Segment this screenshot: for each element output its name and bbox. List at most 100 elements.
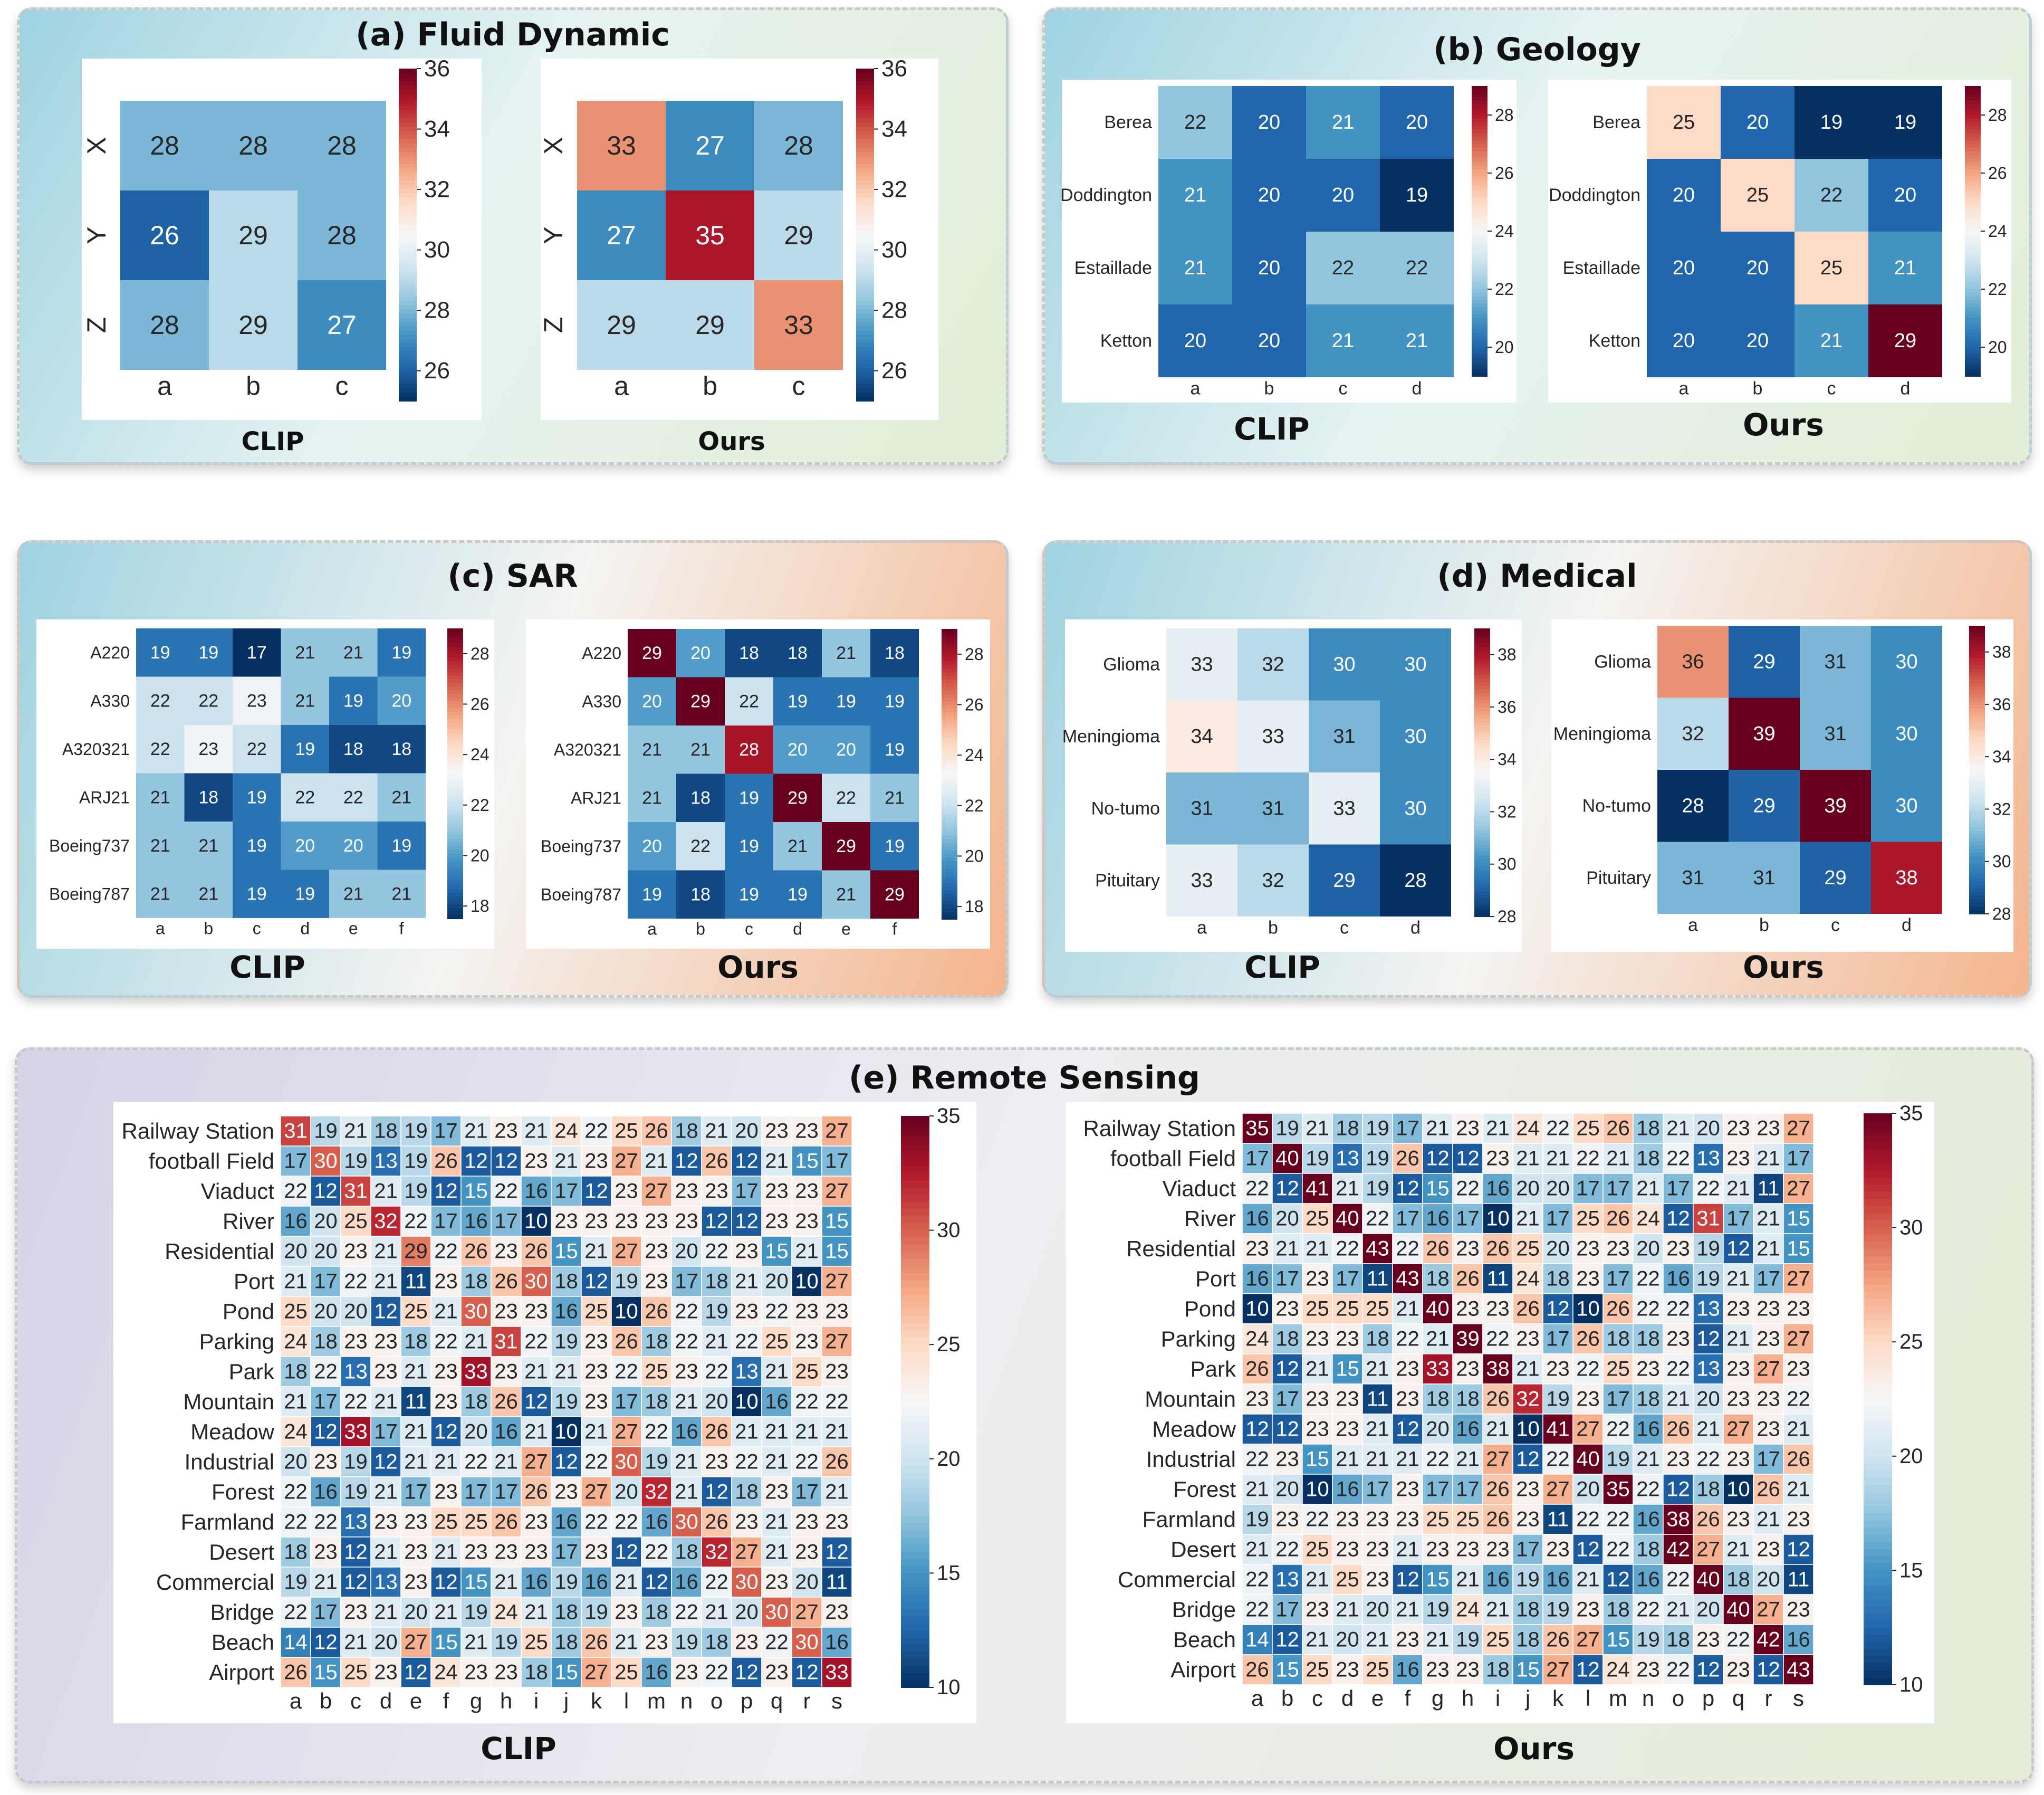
colorbar-segment bbox=[399, 131, 417, 136]
colorbar-segment bbox=[1864, 1506, 1892, 1514]
cell-value-label: 21 bbox=[198, 836, 218, 856]
heatmap-cell bbox=[1795, 159, 1868, 232]
row-label: Boeing787 bbox=[49, 884, 130, 903]
colorbar-segment bbox=[1472, 166, 1488, 170]
colorbar-segment bbox=[1864, 1542, 1892, 1550]
colorbar-segment bbox=[1965, 137, 1981, 141]
colorbar-segment bbox=[1472, 245, 1488, 250]
colorbar-segment bbox=[1965, 325, 1981, 330]
colorbar-segment bbox=[1472, 347, 1488, 351]
heatmap-cell bbox=[377, 773, 426, 822]
colorbar-segment bbox=[856, 127, 874, 132]
heatmap-cell bbox=[1795, 232, 1868, 304]
colorbar-segment bbox=[447, 806, 463, 810]
colorbar-segment bbox=[1864, 1320, 1892, 1329]
cell-value-label: 23 bbox=[1336, 1538, 1359, 1561]
colorbar-segment bbox=[447, 766, 463, 771]
cell-value-label: 22 bbox=[1546, 1448, 1570, 1471]
cell-value-label: 21 bbox=[1894, 257, 1916, 279]
heatmap-cell bbox=[1721, 304, 1795, 377]
colorbar-segment bbox=[856, 264, 874, 269]
cell-value-label: 42 bbox=[1757, 1628, 1780, 1651]
cell-value-label: 18 bbox=[1636, 1147, 1660, 1170]
cell-value-label: 12 bbox=[1666, 1207, 1690, 1230]
cell-value-label: 22 bbox=[1636, 1598, 1660, 1621]
row-label: Railway Station bbox=[1083, 1116, 1236, 1141]
cell-value-label: 12 bbox=[1787, 1538, 1810, 1561]
colorbar-tick-label: 30 bbox=[881, 237, 907, 263]
colorbar-segment bbox=[1864, 1356, 1892, 1364]
colorbar-segment bbox=[1472, 227, 1488, 232]
cell-value-label: 26 bbox=[1606, 1117, 1630, 1140]
colorbar-segment bbox=[1965, 321, 1981, 326]
cell-value-label: 18 bbox=[1636, 1328, 1660, 1351]
cell-value-label: 29 bbox=[642, 643, 662, 663]
colorbar-segment bbox=[1965, 115, 1981, 119]
cell-value-label: 18 bbox=[1426, 1267, 1450, 1291]
cell-value-label: 22 bbox=[1696, 1177, 1720, 1200]
cell-value-label: 27 bbox=[1696, 1538, 1720, 1561]
cell-value-label: 21 bbox=[1636, 1177, 1660, 1200]
colorbar-segment bbox=[1472, 263, 1488, 268]
colorbar-segment bbox=[1864, 1513, 1892, 1521]
cell-value-label: 21 bbox=[1757, 1508, 1780, 1531]
colorbar-segment bbox=[399, 114, 417, 119]
cell-value-label: 17 bbox=[1245, 1147, 1269, 1170]
colorbar-segment bbox=[1864, 1213, 1892, 1221]
colorbar-segment bbox=[856, 238, 874, 244]
cell-value-label: 39 bbox=[1456, 1328, 1480, 1351]
cell-value-label: 23 bbox=[1396, 1508, 1419, 1531]
cell-value-label: 23 bbox=[1456, 1237, 1480, 1261]
heatmap-cell bbox=[136, 822, 185, 870]
colorbar-segment bbox=[399, 289, 417, 294]
colorbar-segment bbox=[1472, 144, 1488, 148]
colorbar-segment bbox=[399, 231, 417, 235]
cell-value-label: 25 bbox=[1336, 1297, 1359, 1321]
heatmap-cell bbox=[377, 822, 426, 870]
cell-value-label: 23 bbox=[1666, 1237, 1690, 1261]
cell-value-label: 35 bbox=[695, 221, 725, 250]
colorbar-segment bbox=[399, 102, 417, 107]
colorbar-tick-label: 24 bbox=[1988, 222, 2007, 241]
colorbar-segment bbox=[1472, 108, 1488, 112]
colorbar-segment bbox=[399, 77, 417, 82]
colorbar-segment bbox=[447, 701, 463, 705]
colorbar-segment bbox=[1864, 1149, 1892, 1157]
colorbar-segment bbox=[1472, 303, 1488, 308]
heatmap-cell bbox=[298, 101, 386, 190]
colorbar-segment bbox=[447, 871, 463, 876]
cell-value-label: 26 bbox=[1606, 1207, 1630, 1230]
colorbar-segment bbox=[1965, 354, 1981, 359]
cell-value-label: 22 bbox=[1245, 1598, 1269, 1621]
colorbar-segment bbox=[856, 85, 874, 90]
colorbar-segment bbox=[856, 255, 874, 261]
column-label: a bbox=[156, 919, 165, 938]
cell-value-label: 22 bbox=[1426, 1448, 1450, 1471]
heatmap-cell bbox=[281, 822, 329, 870]
cell-value-label: 21 bbox=[343, 643, 363, 663]
heatmap-cell bbox=[209, 101, 298, 190]
colorbar-segment bbox=[447, 654, 463, 658]
heatmap-cell bbox=[666, 280, 754, 370]
colorbar-segment bbox=[447, 803, 463, 807]
colorbar-segment bbox=[1965, 234, 1981, 239]
colorbar-segment bbox=[447, 915, 463, 919]
cell-value-label: 19 bbox=[1696, 1237, 1720, 1261]
colorbar-segment bbox=[447, 820, 463, 825]
colorbar-segment bbox=[856, 172, 874, 177]
colorbar-segment bbox=[399, 69, 417, 73]
cell-value-label: 43 bbox=[1396, 1267, 1419, 1291]
colorbar-segment bbox=[447, 911, 463, 916]
cell-value-label: 12 bbox=[1606, 1568, 1630, 1591]
colorbar-segment bbox=[399, 180, 417, 186]
heatmap-cell bbox=[822, 725, 870, 774]
cell-value-label: 15 bbox=[1336, 1358, 1359, 1381]
colorbar-segment bbox=[1472, 220, 1488, 225]
colorbar-segment bbox=[1864, 1227, 1892, 1236]
colorbar-segment bbox=[1965, 307, 1981, 312]
cell-value-label: 21 bbox=[836, 643, 856, 663]
cell-value-label: 19 bbox=[391, 836, 411, 856]
cell-value-label: 25 bbox=[1746, 184, 1769, 206]
cell-value-label: 20 bbox=[836, 740, 856, 760]
